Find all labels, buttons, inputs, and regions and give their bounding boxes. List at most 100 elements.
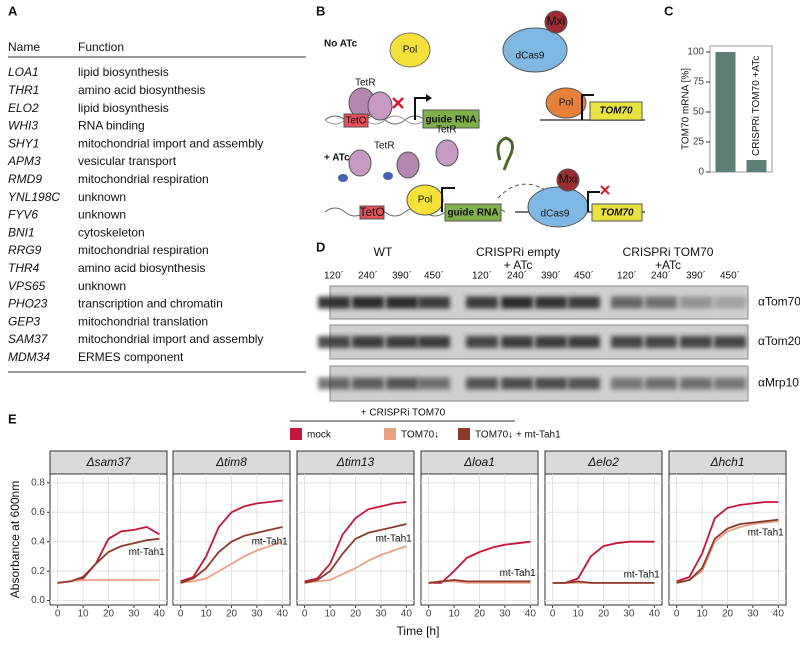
- x-tick-label: 10: [697, 609, 709, 620]
- band: [318, 296, 350, 309]
- band: [645, 296, 677, 309]
- x-tick-label: 40: [525, 609, 537, 620]
- gene-name: RMD9: [8, 172, 42, 186]
- y-tick-label: 0.8: [31, 477, 45, 488]
- gene-name: RRG9: [8, 243, 42, 257]
- x-tick-label: 20: [722, 609, 734, 620]
- gene-function: unknown: [78, 190, 126, 204]
- band: [386, 336, 418, 348]
- lane-group-label: WT: [374, 245, 393, 259]
- gene-name: SAM37: [8, 332, 49, 346]
- annotation: mt-Tah1: [624, 570, 661, 581]
- gene-function: amino acid biosynthesis: [78, 261, 205, 275]
- band: [418, 296, 450, 309]
- band: [318, 336, 350, 348]
- growth-line: [57, 537, 160, 584]
- gene-table: Name Function LOA1 lipid biosynthesis THR1…: [7, 40, 306, 373]
- y-tick-label: 50: [693, 107, 705, 118]
- growth-line: [180, 540, 283, 584]
- x-tick-label: 30: [128, 609, 140, 620]
- label: TetO: [359, 205, 384, 219]
- y-tick-label: 0.6: [31, 507, 45, 518]
- timepoint: 450´: [720, 270, 740, 282]
- growth-line: [180, 526, 283, 584]
- label: TetO: [345, 116, 366, 127]
- facet-title: Δloa1: [463, 455, 495, 469]
- y-tick-label: 0.2: [31, 566, 45, 577]
- x-tick-label: 20: [598, 609, 610, 620]
- label: Mxi: [547, 14, 566, 28]
- x-tick-label: 30: [251, 609, 263, 620]
- y-tick-label: 75: [693, 77, 705, 88]
- promoter: [587, 191, 600, 212]
- timepoint: 240´: [358, 270, 378, 282]
- legend-swatch: [384, 428, 396, 440]
- facet-title: Δelo2: [587, 455, 619, 469]
- band: [611, 296, 643, 309]
- label: TetR: [436, 125, 457, 136]
- band: [386, 296, 418, 309]
- band: [611, 336, 643, 348]
- x-tick-label: 30: [747, 609, 759, 620]
- block: [392, 97, 404, 109]
- band: [352, 377, 384, 390]
- x-tick-label: 10: [78, 609, 90, 620]
- block: [600, 185, 610, 195]
- tetr: [396, 151, 420, 179]
- lane-group-label: +ATc: [655, 258, 681, 272]
- tetr: [348, 149, 372, 177]
- gene-name: PHO23: [8, 297, 48, 311]
- atc: [338, 174, 348, 182]
- panel-label: C: [664, 3, 674, 18]
- growth-line: [304, 545, 407, 584]
- gene-function: unknown: [78, 208, 126, 222]
- dcas9: [502, 27, 568, 73]
- label: guide RNA: [447, 208, 498, 219]
- western-blot: WT CRISPRi empty+ ATc CRISPRi TOM70+ATc 120…: [318, 245, 800, 402]
- gene-function: lipid biosynthesis: [78, 65, 169, 79]
- gene-box: [589, 101, 643, 121]
- growth-line: [676, 501, 779, 583]
- annotation: mt-Tah1: [748, 528, 785, 539]
- growth-line: [428, 579, 531, 584]
- gene-name: VPS65: [8, 279, 46, 293]
- band: [645, 377, 677, 390]
- y-tick-label: 0.4: [31, 536, 45, 547]
- band: [535, 377, 567, 390]
- promoter: [441, 187, 455, 212]
- legend-label: TOM70↓: [401, 430, 439, 441]
- teto: [359, 205, 385, 220]
- y-axis-label: Absorbance at 600nm: [8, 481, 22, 598]
- legend-label: mock: [307, 430, 332, 441]
- label: TOM70: [600, 208, 634, 219]
- panel-label: D: [316, 239, 325, 254]
- band: [568, 377, 600, 390]
- label: Pol: [559, 98, 573, 109]
- band: [501, 296, 533, 309]
- legend-label: TOM70↓ + mt-Tah1: [475, 430, 561, 441]
- gene-name: THR1: [8, 83, 39, 97]
- table-header: Function: [78, 40, 124, 54]
- mxi: [544, 10, 568, 34]
- gene-name: ELO2: [8, 101, 39, 115]
- x-tick-label: 0: [178, 609, 184, 620]
- facet-title: Δtim13: [336, 455, 375, 469]
- band: [466, 377, 498, 390]
- pol: [389, 32, 431, 68]
- x-tick-label: 0: [426, 609, 432, 620]
- gene-name: SHY1: [8, 136, 39, 150]
- y-axis-label: TOM70 mRNA [%]: [681, 68, 692, 150]
- timepoint: 450´: [424, 270, 444, 282]
- band: [611, 377, 643, 390]
- gene-name: APM3: [7, 154, 41, 168]
- x-tick-label: 20: [474, 609, 486, 620]
- gene-function: amino acid biosynthesis: [78, 83, 205, 97]
- gene-function: ERMES component: [78, 350, 184, 364]
- x-tick-label: 10: [573, 609, 585, 620]
- x-tick-label: 20: [103, 609, 115, 620]
- label: Pol: [403, 45, 417, 56]
- x-tick-label: 0: [674, 609, 680, 620]
- growth-line: [304, 501, 407, 583]
- band: [386, 377, 418, 390]
